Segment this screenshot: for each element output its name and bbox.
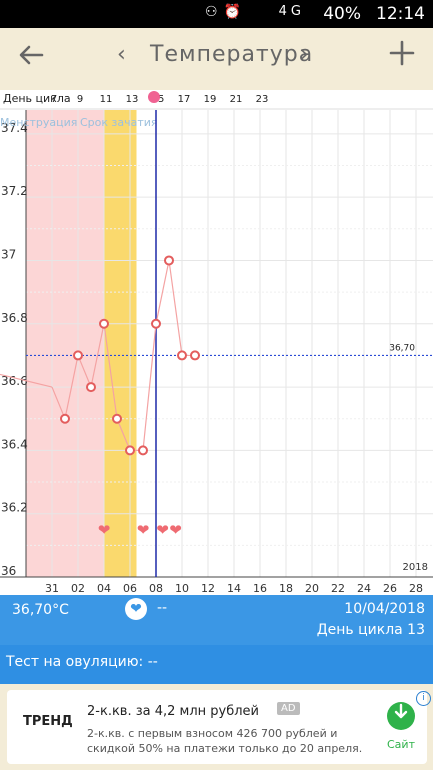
x-tick-label: 26 — [383, 582, 397, 595]
current-temperature: 36,70°C — [12, 602, 69, 618]
x-tick-label: 16 — [253, 582, 267, 595]
notification-icons: ⚇⏰ — [205, 4, 247, 20]
heart-icon: ❤ — [169, 521, 182, 539]
page-title: Температура — [150, 42, 314, 67]
ad-banner[interactable]: ТРЕНД 2-к.кв. за 4,2 млн рублей AD 2-к.к… — [0, 684, 433, 770]
info-icon[interactable]: i — [416, 691, 431, 706]
x-tick-label: 06 — [123, 582, 137, 595]
top-tick-label: 21 — [230, 94, 243, 105]
heart-icon: ❤ — [98, 521, 111, 539]
top-axis-label: День цикла — [3, 92, 71, 105]
data-point — [86, 382, 96, 393]
ad-site-link[interactable]: Сайт — [387, 738, 415, 751]
current-day-marker — [148, 91, 160, 103]
download-icon[interactable] — [387, 702, 415, 730]
x-tick-label: 02 — [71, 582, 85, 595]
day-info-bar: 36,70°C ❤ -- 10/04/2018 День цикла 13 — [0, 595, 433, 645]
y-tick-label: 36 — [1, 564, 16, 578]
note-value: -- — [157, 600, 168, 616]
ovulation-test-bar[interactable]: Тест на овуляцию: -- — [0, 645, 433, 684]
clock: 12:14 — [376, 4, 425, 24]
heart-icon: ❤ — [156, 521, 169, 539]
x-tick-label: 20 — [305, 582, 319, 595]
ad-logo: ТРЕНД — [23, 714, 73, 729]
selected-date: 10/04/2018 — [344, 601, 425, 617]
menstruation-zone-label: Менструация — [0, 116, 77, 129]
prev-chevron-icon[interactable]: ‹ — [117, 42, 126, 67]
ad-card[interactable]: ТРЕНД 2-к.кв. за 4,2 млн рублей AD 2-к.к… — [7, 690, 431, 764]
menstruation-zone — [26, 110, 104, 577]
y-tick-label: 36.6 — [1, 374, 28, 388]
top-tick-label: 23 — [256, 94, 269, 105]
data-point — [73, 350, 83, 361]
battery-level: 40% — [323, 4, 361, 24]
x-tick-label: 14 — [227, 582, 241, 595]
top-tick-label: 13 — [126, 94, 139, 105]
temperature-chart[interactable]: 37.4 37.2 37 36.8 36.6 36.4 36.2 36 День цикла 7 9… — [0, 90, 433, 595]
series-line — [51, 260, 195, 451]
y-tick-label: 36.2 — [1, 501, 28, 515]
data-point — [177, 350, 187, 361]
back-arrow-icon[interactable] — [14, 40, 48, 76]
cycle-day-label: День цикла 13 — [316, 622, 425, 638]
top-tick-label: 17 — [178, 94, 191, 105]
x-tick-label: 10 — [175, 582, 189, 595]
x-tick-label: 08 — [149, 582, 163, 595]
x-tick-label: 04 — [97, 582, 111, 595]
network-indicator: 4G — [278, 4, 305, 19]
top-tick-label: 19 — [204, 94, 217, 105]
data-point — [164, 255, 174, 266]
heart-icon[interactable]: ❤ — [125, 598, 147, 620]
baseline-label: 36,70 — [389, 343, 415, 353]
data-point — [112, 413, 122, 424]
add-icon[interactable] — [389, 36, 415, 74]
x-tick-label: 31 — [45, 582, 59, 595]
x-tick-label: 18 — [279, 582, 293, 595]
conception-zone-label: Срок зачатия — [80, 116, 158, 129]
ad-badge: AD — [277, 702, 300, 715]
x-tick-label: 24 — [357, 582, 371, 595]
data-point — [125, 445, 135, 456]
ad-headline[interactable]: 2-к.кв. за 4,2 млн рублей — [87, 704, 260, 719]
x-tick-label: 12 — [201, 582, 215, 595]
data-point — [190, 350, 200, 361]
y-tick-label: 37 — [1, 247, 16, 261]
x-tick-label: 22 — [331, 582, 345, 595]
y-tick-label: 36.8 — [1, 311, 28, 325]
next-chevron-icon[interactable]: › — [300, 42, 309, 67]
heart-icon: ❤ — [137, 521, 150, 539]
toolbar: ‹ Температура › — [0, 28, 433, 90]
y-tick-label: 36.4 — [1, 437, 28, 451]
y-tick-label: 37.2 — [1, 184, 28, 198]
data-point — [60, 413, 70, 424]
top-tick-label: 9 — [77, 94, 83, 105]
ad-description[interactable]: 2-к.кв. с первым взносом 426 700 рублей … — [87, 727, 363, 755]
conception-zone — [104, 110, 137, 577]
data-point — [138, 445, 148, 456]
year-label: 2018 — [403, 562, 428, 573]
x-tick-label: 28 — [409, 582, 423, 595]
top-tick-label: 11 — [100, 94, 113, 105]
top-tick-label: 7 — [51, 94, 57, 105]
y-tick-label: 37.4 — [1, 121, 28, 135]
data-point — [99, 318, 109, 329]
status-bar: ⚇⏰ 4G 40% 12:14 — [0, 0, 433, 28]
series-line-lead — [0, 373, 53, 388]
data-point — [151, 318, 161, 329]
ovulation-test-label: Тест на овуляцию: -- — [6, 654, 158, 670]
